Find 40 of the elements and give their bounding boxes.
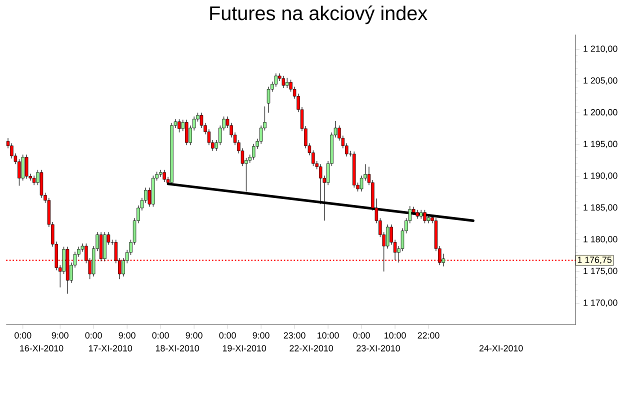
x-tick-label: 23:00 (284, 332, 306, 339)
text: 22-XI-2010 (290, 345, 334, 352)
text: 19-XI-2010 (222, 345, 266, 352)
y-tick-label: 1 195,00 (584, 140, 618, 148)
y-tick-label: 1 175,00 (584, 268, 618, 276)
x-tick-label: 9:00 (186, 332, 202, 339)
x-tick-label: 0:00 (14, 332, 32, 339)
y-tick-label: 1 170,00 (584, 299, 618, 307)
y-tick-label: 1 205,00 (584, 77, 618, 85)
x-tick-label: 0:00 (219, 332, 236, 339)
ref-line-label: 1 176,75 (578, 256, 612, 264)
x-tick-label: 0:00 (152, 332, 169, 339)
x-tick-label: 9:00 (52, 332, 68, 339)
text: 16-XI-2010 (20, 345, 64, 352)
y-tick-label: 1 200,00 (584, 109, 618, 116)
x-tick-label: 22:00 (418, 332, 440, 339)
y-tick-label: 1 180,00 (584, 236, 618, 244)
y-tick-label: 1 185,00 (584, 204, 618, 212)
x-tick-label: 10:00 (318, 332, 339, 339)
candlestick (282, 76, 286, 88)
text: 24-XI-2010 (480, 345, 523, 352)
candlestick (386, 224, 390, 249)
candlestick (178, 118, 181, 133)
x-tick-label: 9:00 (252, 332, 270, 339)
x-tick-label: 0:00 (353, 332, 370, 339)
candlestick (286, 77, 289, 88)
x-tick-label: 9:00 (118, 332, 136, 339)
y-tick-label: 1 190,00 (584, 172, 618, 180)
chart-title: Futures na akciový index (210, 5, 428, 24)
text: 23-XI-2010 (356, 345, 400, 352)
x-tick-label: 0:00 (85, 332, 102, 339)
x-tick-label: 10:00 (384, 332, 406, 339)
candlestick (185, 119, 188, 146)
text: 17-XI-2010 (88, 345, 132, 352)
text: 18-XI-2010 (156, 345, 200, 352)
candlestick (40, 170, 44, 198)
y-tick-label: 1 210,00 (584, 46, 618, 53)
candlestick (32, 175, 36, 186)
candlestick (25, 154, 28, 180)
candlestick (162, 170, 166, 182)
